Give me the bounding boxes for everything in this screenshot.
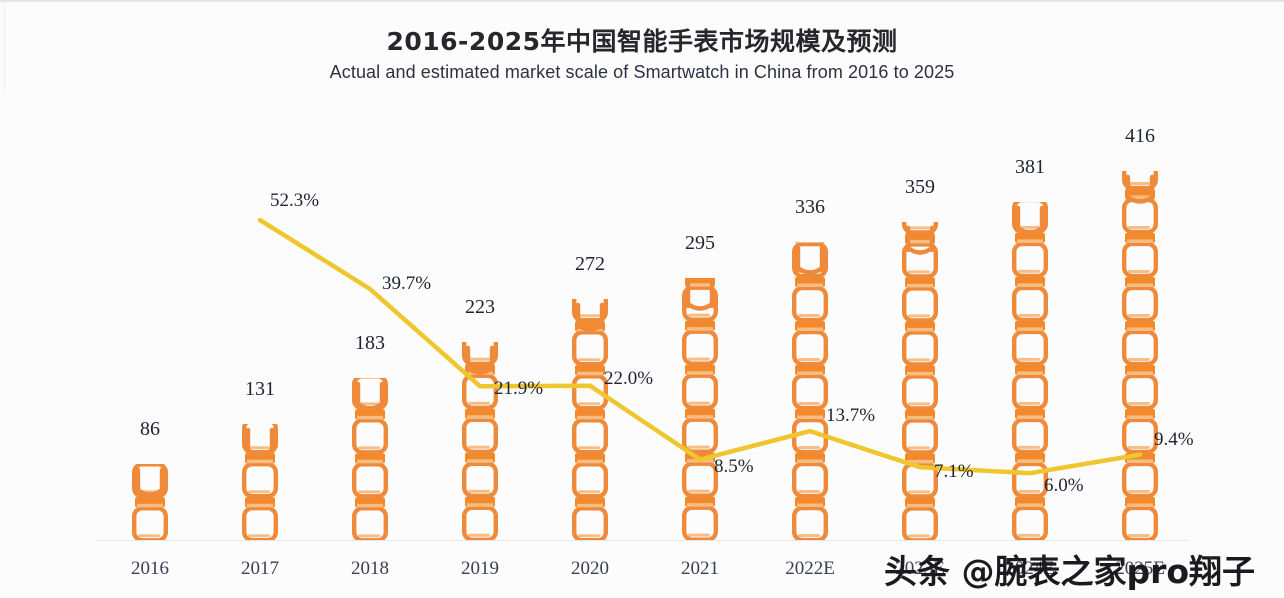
bar-2023E [901, 221, 939, 540]
x-axis-label-2016: 2016 [131, 558, 169, 579]
bar-value-label-2019: 223 [465, 296, 495, 319]
x-axis-label-2020: 2020 [571, 558, 609, 579]
x-axis-baseline [96, 540, 1188, 541]
bar-value-label-2018: 183 [355, 331, 385, 354]
growth-rate-label-2024E: 6.0% [1044, 475, 1084, 497]
x-axis-label-2025E: 2025E [1115, 558, 1165, 579]
bar-2017 [241, 423, 279, 540]
x-axis-label-2018: 2018 [351, 558, 389, 579]
growth-rate-label-2022E: 13.7% [826, 405, 876, 427]
watermark-text: 头条 @腕表之家pro翔子 [884, 552, 1256, 591]
bar-value-label-2024E: 381 [1015, 156, 1045, 179]
bar-2020 [571, 298, 609, 540]
bar-value-label-2022E: 336 [795, 195, 825, 218]
bar-value-label-2023E: 359 [905, 175, 935, 198]
chart-subtitle-english: Actual and estimated market scale of Sma… [329, 62, 955, 82]
x-axis-label-2021: 2021 [681, 558, 719, 579]
bar-2019 [461, 342, 499, 540]
bar-2021 [681, 278, 719, 540]
bar-value-label-2020: 272 [575, 252, 605, 275]
bar-value-label-2025E: 416 [1125, 125, 1155, 148]
bar-2018 [351, 377, 389, 540]
x-axis-label-2023E: 2023E [895, 558, 945, 579]
bar-value-label-2021: 295 [685, 232, 715, 255]
top-divider [0, 0, 1284, 2]
x-axis-label-2017: 2017 [241, 558, 279, 579]
growth-rate-label-2018: 39.7% [382, 272, 432, 294]
bar-2025E [1121, 171, 1159, 540]
growth-rate-label-2017: 52.3% [270, 190, 320, 212]
growth-rate-label-2021: 8.5% [714, 455, 754, 477]
growth-rate-label-2019: 21.9% [494, 378, 544, 400]
x-axis-label-2019: 2019 [461, 558, 499, 579]
growth-rate-label-2025E: 9.4% [1154, 428, 1194, 450]
bar-value-label-2016: 86 [140, 417, 160, 440]
bar-2016 [131, 463, 169, 540]
x-axis-label-2024E: 2024E [1005, 558, 1055, 579]
bar-2022E [791, 241, 829, 540]
x-axis-label-2022E: 2022E [785, 558, 835, 579]
growth-rate-label-2020: 22.0% [604, 367, 654, 389]
growth-rate-label-2023E: 7.1% [934, 461, 974, 483]
chart-title-chinese: 2016-2025年中国智能手表市场规模及预测 [386, 27, 898, 56]
left-divider [4, 2, 5, 94]
bar-value-label-2017: 131 [245, 377, 275, 400]
